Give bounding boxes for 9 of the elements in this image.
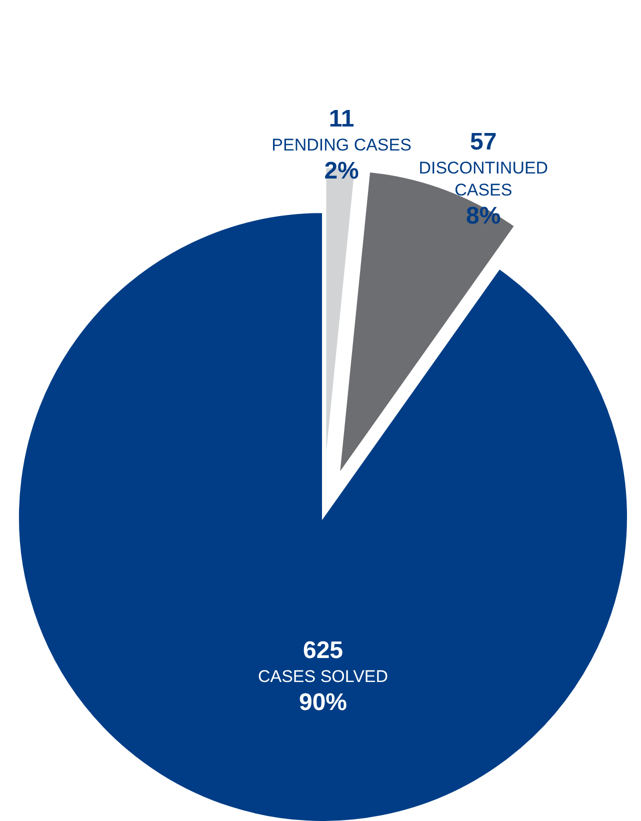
text: 2% [324,157,359,184]
slice-label: DISCONTINUED CASES [418,158,548,200]
data-label: 57 [470,128,497,156]
slice-label: PENDING CASES [272,135,412,154]
data-label: 11 [328,105,354,132]
text: 8% [466,202,501,230]
slice-label: CASES SOLVED [258,666,388,686]
data-label: 625 [302,636,344,664]
text: 90% [298,688,348,716]
